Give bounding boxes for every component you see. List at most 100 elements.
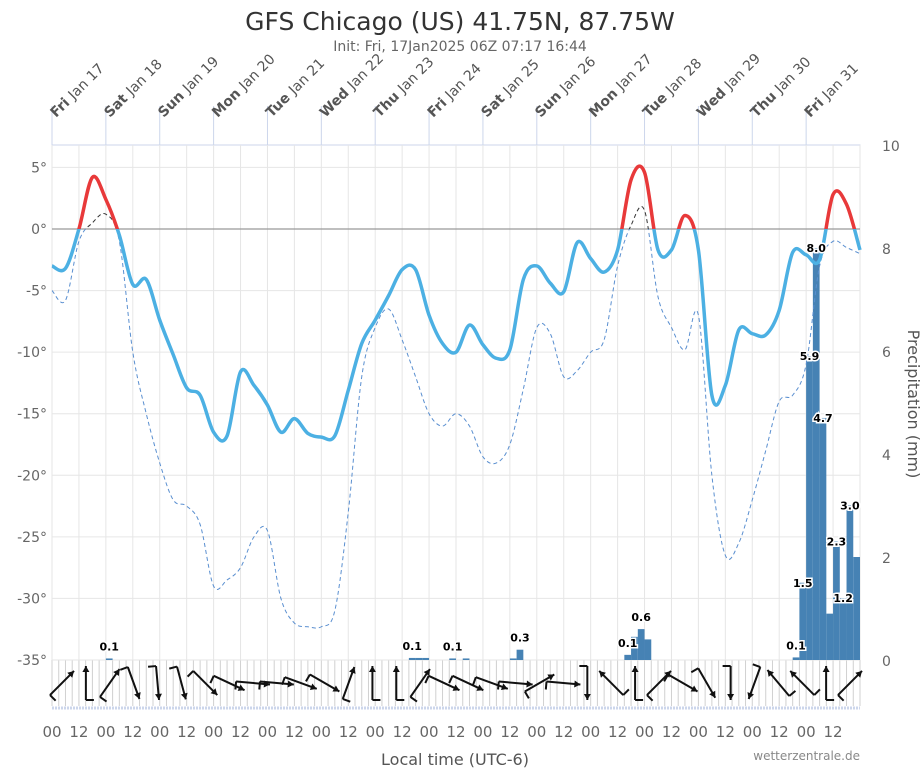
- wind-arrow-icon: [523, 673, 555, 699]
- precipitation-bars: [105, 248, 860, 660]
- wind-arrow-head: [822, 666, 830, 672]
- precip-bar: [792, 657, 800, 660]
- y-tick-label: 5°: [31, 160, 47, 176]
- wind-barb: [99, 696, 108, 703]
- wind-arrow-icon: [690, 667, 717, 699]
- wind-arrow-head: [855, 670, 863, 678]
- wind-barb: [49, 694, 57, 702]
- precip-bar: [637, 629, 645, 660]
- precip-bar: [799, 582, 807, 660]
- wind-arrow-head: [790, 670, 797, 678]
- wind-arrow-head: [237, 684, 245, 691]
- wind-arrow-head: [583, 694, 591, 700]
- x-tick-label: 00: [689, 723, 708, 741]
- x-tick-label: 12: [554, 723, 573, 741]
- wind-barb: [544, 681, 548, 690]
- wind-arrow-head: [574, 680, 581, 688]
- wind-arrow-icon: [186, 670, 219, 696]
- precip-bar: [449, 658, 456, 660]
- precip-bar: [462, 658, 470, 660]
- wind-arrow-head: [631, 666, 639, 672]
- wind-arrow-head: [287, 680, 294, 688]
- wind-arrow-head: [476, 684, 484, 691]
- precip-bar: [422, 657, 430, 660]
- wind-arrow-icon: [789, 670, 821, 696]
- y-right-tick-label: 8: [882, 242, 891, 258]
- wind-arrow-icon: [722, 665, 735, 700]
- day-date: Jan 28: [662, 56, 705, 99]
- wind-arrow-icon: [472, 676, 509, 691]
- wind-arrow-icon: [409, 668, 431, 703]
- precip-bar: [415, 657, 423, 660]
- day-date: Jan 29: [721, 51, 764, 94]
- day-date: Jan 30: [771, 54, 814, 97]
- wind-arrow-icon: [99, 668, 121, 703]
- x-tick-label: 12: [770, 723, 789, 741]
- x-tick-label: 00: [473, 723, 492, 741]
- precip-bar: [806, 356, 813, 660]
- wind-arrow-head: [332, 685, 340, 692]
- precip-bar: [516, 649, 524, 660]
- wind-arrow-head: [500, 683, 508, 691]
- wind-barb: [209, 675, 215, 684]
- wind-arrow-head: [690, 685, 698, 692]
- y-tick-label: 0°: [31, 222, 47, 238]
- x-tick-label: 00: [743, 723, 762, 741]
- wind-arrow-head: [154, 693, 162, 700]
- wind-arrow-head: [599, 670, 606, 678]
- x-tick-label: 00: [581, 723, 600, 741]
- wind-arrow-head: [113, 669, 120, 676]
- day-label: Fri Jan 31: [802, 61, 862, 121]
- wind-barb: [342, 698, 351, 703]
- y-tick-label: -20°: [17, 468, 47, 484]
- wind-arrow-icon: [169, 665, 188, 700]
- precip-label: 5.9: [800, 350, 820, 363]
- wind-arrow-head: [526, 680, 533, 688]
- wind-arrow-icon: [663, 673, 699, 693]
- y-right-tick-label: 0: [882, 654, 891, 670]
- wind-barb: [305, 674, 311, 682]
- precip-label: 8.0: [806, 242, 826, 255]
- wind-arrow-head: [180, 692, 188, 700]
- precip-label: 0.1: [786, 639, 806, 652]
- x-tick-label: 12: [608, 723, 627, 741]
- wind-arrow-icon: [341, 666, 356, 703]
- wind-arrows: [49, 663, 863, 703]
- wind-arrow-icon: [119, 666, 141, 700]
- wind-arrow-head: [67, 670, 75, 678]
- x-tick-label: 12: [716, 723, 735, 741]
- day-date: Jan 17: [65, 61, 108, 104]
- wind-barb: [622, 688, 630, 696]
- precip-label: 3.0: [840, 500, 860, 513]
- precip-bar: [833, 541, 840, 660]
- x-tick-label: 00: [96, 723, 115, 741]
- precip-bar: [631, 636, 638, 660]
- precip-bar: [509, 658, 517, 660]
- wind-barb: [752, 663, 761, 668]
- wind-arrow-icon: [368, 666, 381, 701]
- wind-arrow-head: [309, 683, 317, 691]
- wind-barb: [147, 665, 157, 668]
- x-tick-label: 12: [339, 723, 358, 741]
- y-tick-label: -25°: [17, 530, 47, 546]
- x-tick-label: 00: [420, 723, 439, 741]
- x-tick-label: 12: [393, 723, 412, 741]
- wind-barb: [119, 666, 129, 671]
- wind-barb: [258, 681, 261, 690]
- precip-bar: [624, 654, 632, 660]
- x-tick-label: 00: [527, 723, 546, 741]
- precip-label: 0.1: [618, 637, 638, 650]
- x-tick-label: 00: [635, 723, 654, 741]
- wind-barb: [424, 675, 430, 684]
- x-tick-label: 12: [285, 723, 304, 741]
- x-tick-label: 00: [204, 723, 223, 741]
- y-tick-label: -30°: [17, 591, 47, 607]
- precip-bar: [839, 598, 847, 660]
- wind-arrow-head: [547, 674, 555, 681]
- wind-arrow-icon: [631, 666, 644, 701]
- x-tick-label: 12: [662, 723, 681, 741]
- y-right-tick-label: 4: [882, 448, 891, 464]
- precip-label: 0.6: [631, 611, 651, 624]
